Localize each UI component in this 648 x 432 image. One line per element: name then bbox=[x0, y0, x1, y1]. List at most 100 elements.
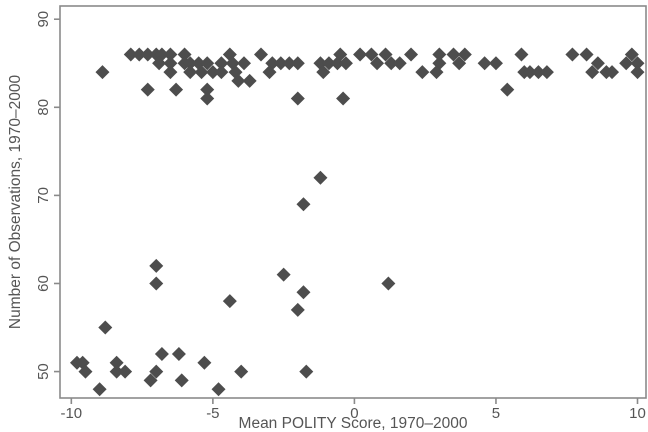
data-point bbox=[149, 364, 164, 379]
data-point bbox=[234, 364, 249, 379]
plot-area bbox=[59, 5, 647, 399]
x-tick-label: -10 bbox=[60, 405, 82, 422]
data-point bbox=[522, 65, 537, 80]
data-point bbox=[200, 56, 215, 71]
data-point bbox=[177, 47, 192, 62]
x-tick-label: -5 bbox=[206, 405, 219, 422]
data-point bbox=[432, 56, 447, 71]
data-point bbox=[149, 258, 164, 273]
y-axis-title: Number of Observations, 1970–2000 bbox=[7, 75, 24, 330]
data-point bbox=[500, 82, 515, 97]
data-point bbox=[118, 364, 133, 379]
data-point bbox=[152, 56, 167, 71]
data-point bbox=[200, 91, 215, 106]
y-tick-label: 60 bbox=[35, 275, 52, 292]
data-point bbox=[313, 56, 328, 71]
data-point bbox=[205, 65, 220, 80]
plot-frame bbox=[59, 5, 647, 399]
data-point bbox=[452, 56, 467, 71]
data-point bbox=[200, 82, 215, 97]
data-point bbox=[457, 47, 472, 62]
data-point bbox=[174, 373, 189, 388]
data-point bbox=[242, 73, 257, 88]
data-point bbox=[296, 197, 311, 212]
data-point bbox=[364, 47, 379, 62]
data-point bbox=[299, 364, 314, 379]
data-points bbox=[69, 47, 645, 397]
data-point bbox=[330, 56, 345, 71]
x-axis-title: Mean POLITY Score, 1970–2000 bbox=[239, 415, 468, 432]
data-point bbox=[169, 82, 184, 97]
data-point bbox=[163, 65, 178, 80]
data-point bbox=[132, 47, 147, 62]
data-point bbox=[378, 47, 393, 62]
data-point bbox=[384, 56, 399, 71]
data-point bbox=[225, 56, 240, 71]
data-point bbox=[282, 56, 297, 71]
data-point bbox=[123, 47, 138, 62]
y-tick-label: 70 bbox=[35, 187, 52, 204]
data-point bbox=[95, 65, 110, 80]
data-point bbox=[265, 56, 280, 71]
data-point bbox=[630, 56, 645, 71]
data-point bbox=[590, 56, 605, 71]
data-point bbox=[149, 276, 164, 291]
data-point bbox=[531, 65, 546, 80]
data-point bbox=[262, 65, 277, 80]
data-point bbox=[183, 56, 198, 71]
data-point bbox=[140, 47, 155, 62]
data-point bbox=[336, 91, 351, 106]
data-point bbox=[197, 355, 212, 370]
data-point bbox=[370, 56, 385, 71]
data-point bbox=[273, 56, 288, 71]
data-point bbox=[392, 56, 407, 71]
data-point bbox=[143, 373, 158, 388]
data-point bbox=[98, 320, 113, 335]
data-point bbox=[429, 65, 444, 80]
data-point bbox=[109, 364, 124, 379]
x-tick-label: 5 bbox=[492, 405, 500, 422]
data-point bbox=[313, 170, 328, 185]
data-point bbox=[78, 364, 93, 379]
data-point bbox=[194, 65, 209, 80]
data-point bbox=[290, 302, 305, 317]
data-point bbox=[488, 56, 503, 71]
data-point bbox=[231, 73, 246, 88]
data-point bbox=[579, 47, 594, 62]
data-point bbox=[338, 56, 353, 71]
data-point bbox=[446, 47, 461, 62]
data-point bbox=[585, 65, 600, 80]
y-axis: 50 60 70 80 90 bbox=[35, 11, 60, 380]
y-tick-label: 90 bbox=[35, 11, 52, 28]
data-point bbox=[316, 65, 331, 80]
data-point bbox=[276, 267, 291, 282]
data-point bbox=[253, 47, 268, 62]
data-point bbox=[163, 56, 178, 71]
data-point bbox=[214, 65, 229, 80]
x-axis: -10 -5 0 5 10 bbox=[60, 398, 646, 422]
data-point bbox=[624, 47, 639, 62]
y-tick-label: 80 bbox=[35, 99, 52, 116]
data-point bbox=[290, 91, 305, 106]
data-point bbox=[92, 382, 107, 397]
data-point bbox=[353, 47, 368, 62]
data-point bbox=[140, 82, 155, 97]
data-point bbox=[163, 47, 178, 62]
data-point bbox=[605, 65, 620, 80]
data-point bbox=[619, 56, 634, 71]
data-point bbox=[191, 56, 206, 71]
data-point bbox=[565, 47, 580, 62]
data-point bbox=[214, 56, 229, 71]
data-point bbox=[415, 65, 430, 80]
data-point bbox=[222, 294, 237, 309]
data-point bbox=[183, 65, 198, 80]
data-point bbox=[630, 65, 645, 80]
data-point bbox=[321, 56, 336, 71]
data-point bbox=[237, 56, 252, 71]
data-point bbox=[154, 346, 169, 361]
data-point bbox=[477, 56, 492, 71]
data-point bbox=[171, 346, 186, 361]
data-point bbox=[432, 47, 447, 62]
data-point bbox=[539, 65, 554, 80]
